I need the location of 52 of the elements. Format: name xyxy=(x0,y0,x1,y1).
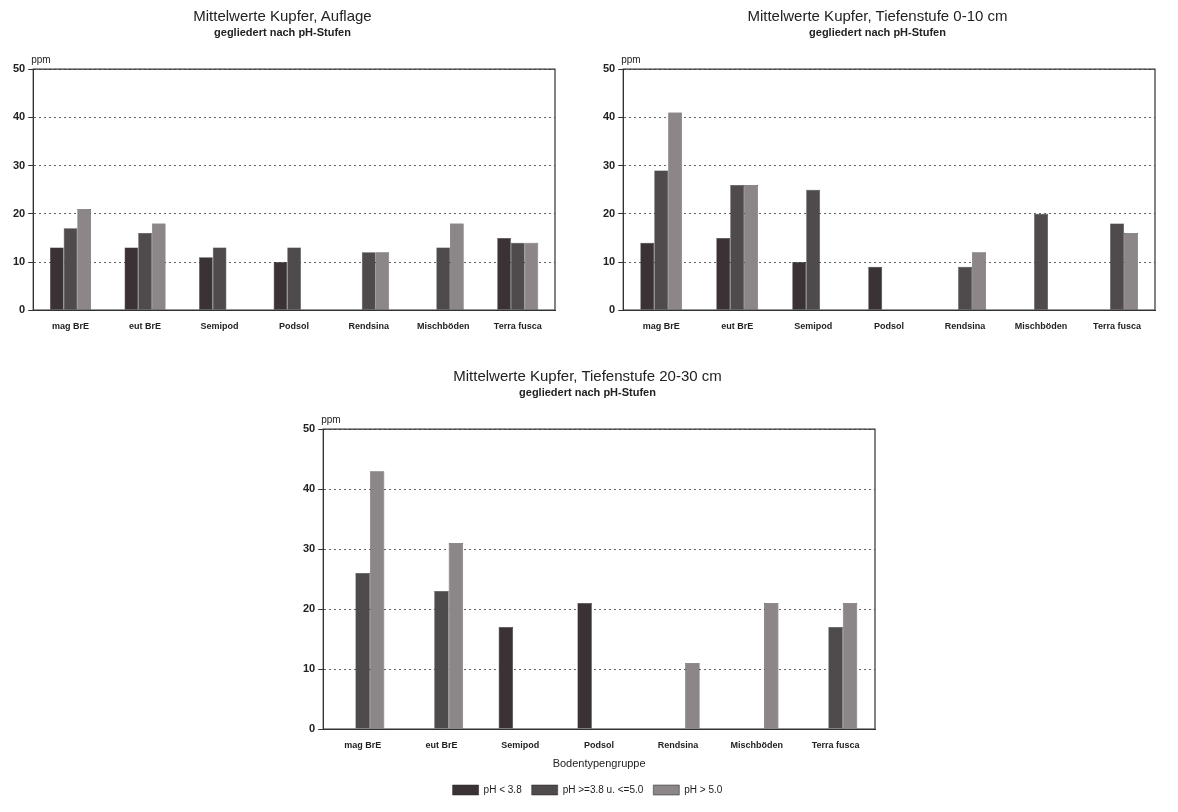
y-tick-label: 0 xyxy=(609,303,616,316)
legend-label: pH < 3.8 xyxy=(483,783,523,795)
y-tick-label: 10 xyxy=(302,662,316,675)
legend-label: pH >=3.8 u. <=5.0 xyxy=(562,783,644,795)
y-tick-label: 30 xyxy=(12,158,26,171)
x-tick-label: mag BrE xyxy=(344,739,382,750)
chart-subtitle: gegliedert nach pH-Stufen xyxy=(214,25,352,38)
x-tick-label: Terra fusca xyxy=(811,739,861,750)
y-tick-label: 30 xyxy=(602,158,616,171)
x-tick-label: Semipod xyxy=(501,739,540,750)
y-axis-title: ppm xyxy=(621,53,641,65)
x-tick-label: Mischböden xyxy=(416,321,470,332)
y-tick-label: 50 xyxy=(12,62,26,75)
x-tick-label: eut BrE xyxy=(129,321,162,332)
y-tick-label: 40 xyxy=(12,110,26,123)
x-tick-label: Terra fusca xyxy=(493,321,543,332)
x-tick-label: Podsol xyxy=(279,321,310,332)
x-tick-label: mag BrE xyxy=(642,321,680,332)
chart-subtitle: gegliedert nach pH-Stufen xyxy=(519,385,657,398)
x-tick-label: Rendsina xyxy=(944,321,987,332)
x-tick-label: Mischböden xyxy=(1014,321,1068,332)
chart-subtitle: gegliedert nach pH-Stufen xyxy=(809,25,947,38)
x-tick-label: Rendsina xyxy=(348,321,390,332)
y-axis-title: ppm xyxy=(321,413,341,425)
chart-title: Mittelwerte Kupfer, Tiefenstufe 0-10 cm xyxy=(747,7,1008,25)
chart-title: Mittelwerte Kupfer, Auflage xyxy=(193,7,372,25)
x-tick-label: Rendsina xyxy=(657,739,700,750)
y-tick-label: 10 xyxy=(12,255,26,268)
y-tick-label: 20 xyxy=(602,206,616,219)
y-tick-label: 0 xyxy=(309,722,316,735)
chart-title: Mittelwerte Kupfer, Tiefenstufe 20-30 cm xyxy=(453,367,722,385)
x-tick-label: Mischböden xyxy=(730,739,784,750)
y-tick-label: 40 xyxy=(302,482,316,495)
x-tick-label: Podsol xyxy=(584,739,615,750)
y-tick-label: 0 xyxy=(19,303,26,316)
x-tick-label: eut BrE xyxy=(721,321,754,332)
y-tick-label: 20 xyxy=(302,602,316,615)
y-tick-label: 30 xyxy=(302,542,316,555)
y-tick-label: 40 xyxy=(602,110,616,123)
x-axis-title: Bodentypengruppe xyxy=(552,757,646,770)
y-tick-label: 20 xyxy=(12,206,26,219)
y-tick-label: 50 xyxy=(302,422,316,435)
x-tick-label: eut BrE xyxy=(425,739,458,750)
x-tick-label: Semipod xyxy=(794,321,833,332)
x-tick-label: mag BrE xyxy=(52,321,90,332)
x-tick-label: Semipod xyxy=(200,321,239,332)
x-tick-label: Podsol xyxy=(874,321,905,332)
x-tick-label: Terra fusca xyxy=(1093,321,1142,332)
y-tick-label: 10 xyxy=(602,255,616,268)
legend-label: pH > 5.0 xyxy=(684,783,723,795)
y-tick-label: 50 xyxy=(602,62,616,75)
y-axis-title: ppm xyxy=(31,53,51,65)
